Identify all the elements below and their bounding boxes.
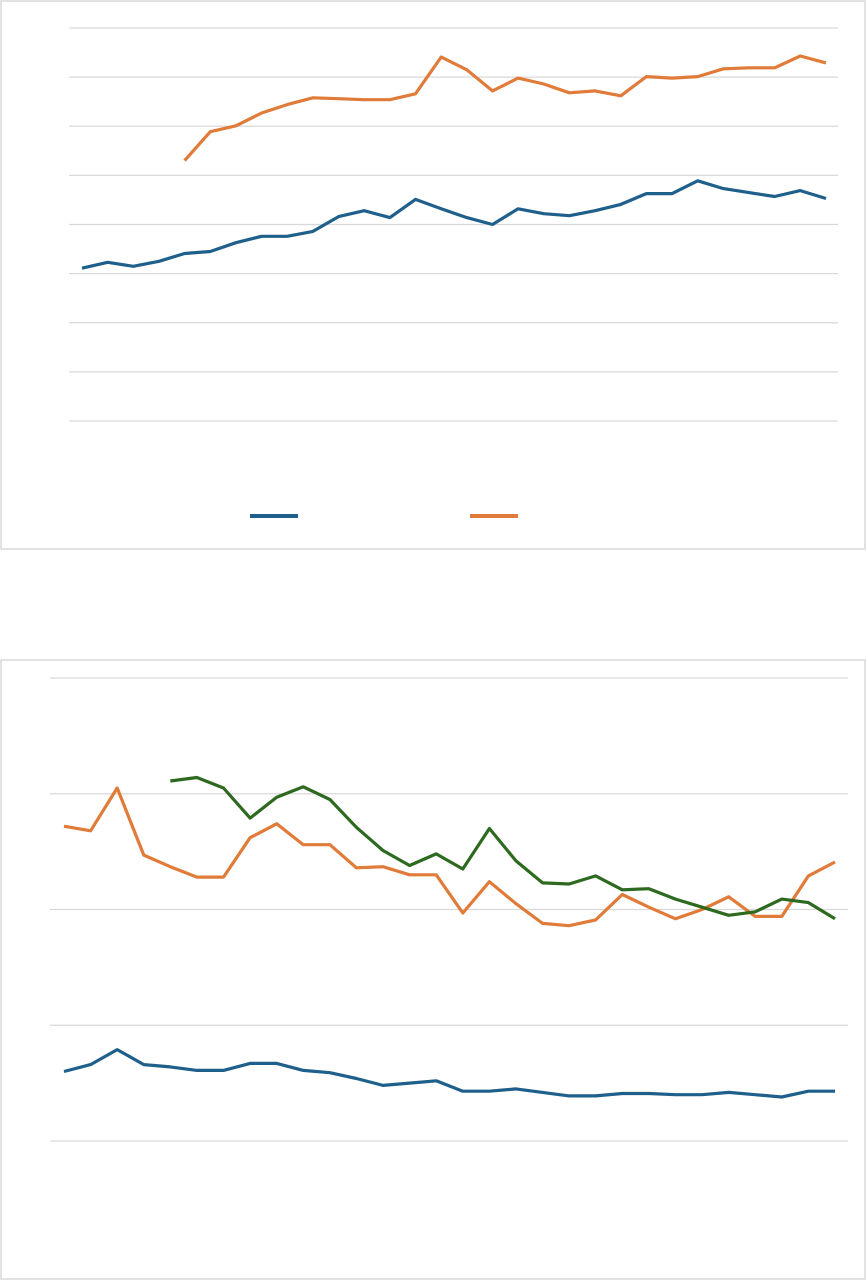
series-line: [170, 775, 836, 921]
chart-frame: [0, 659, 866, 1280]
chart-frame: [0, 0, 866, 550]
series-line: [183, 54, 827, 162]
series-line: [81, 179, 827, 270]
series-line: [63, 1048, 835, 1099]
